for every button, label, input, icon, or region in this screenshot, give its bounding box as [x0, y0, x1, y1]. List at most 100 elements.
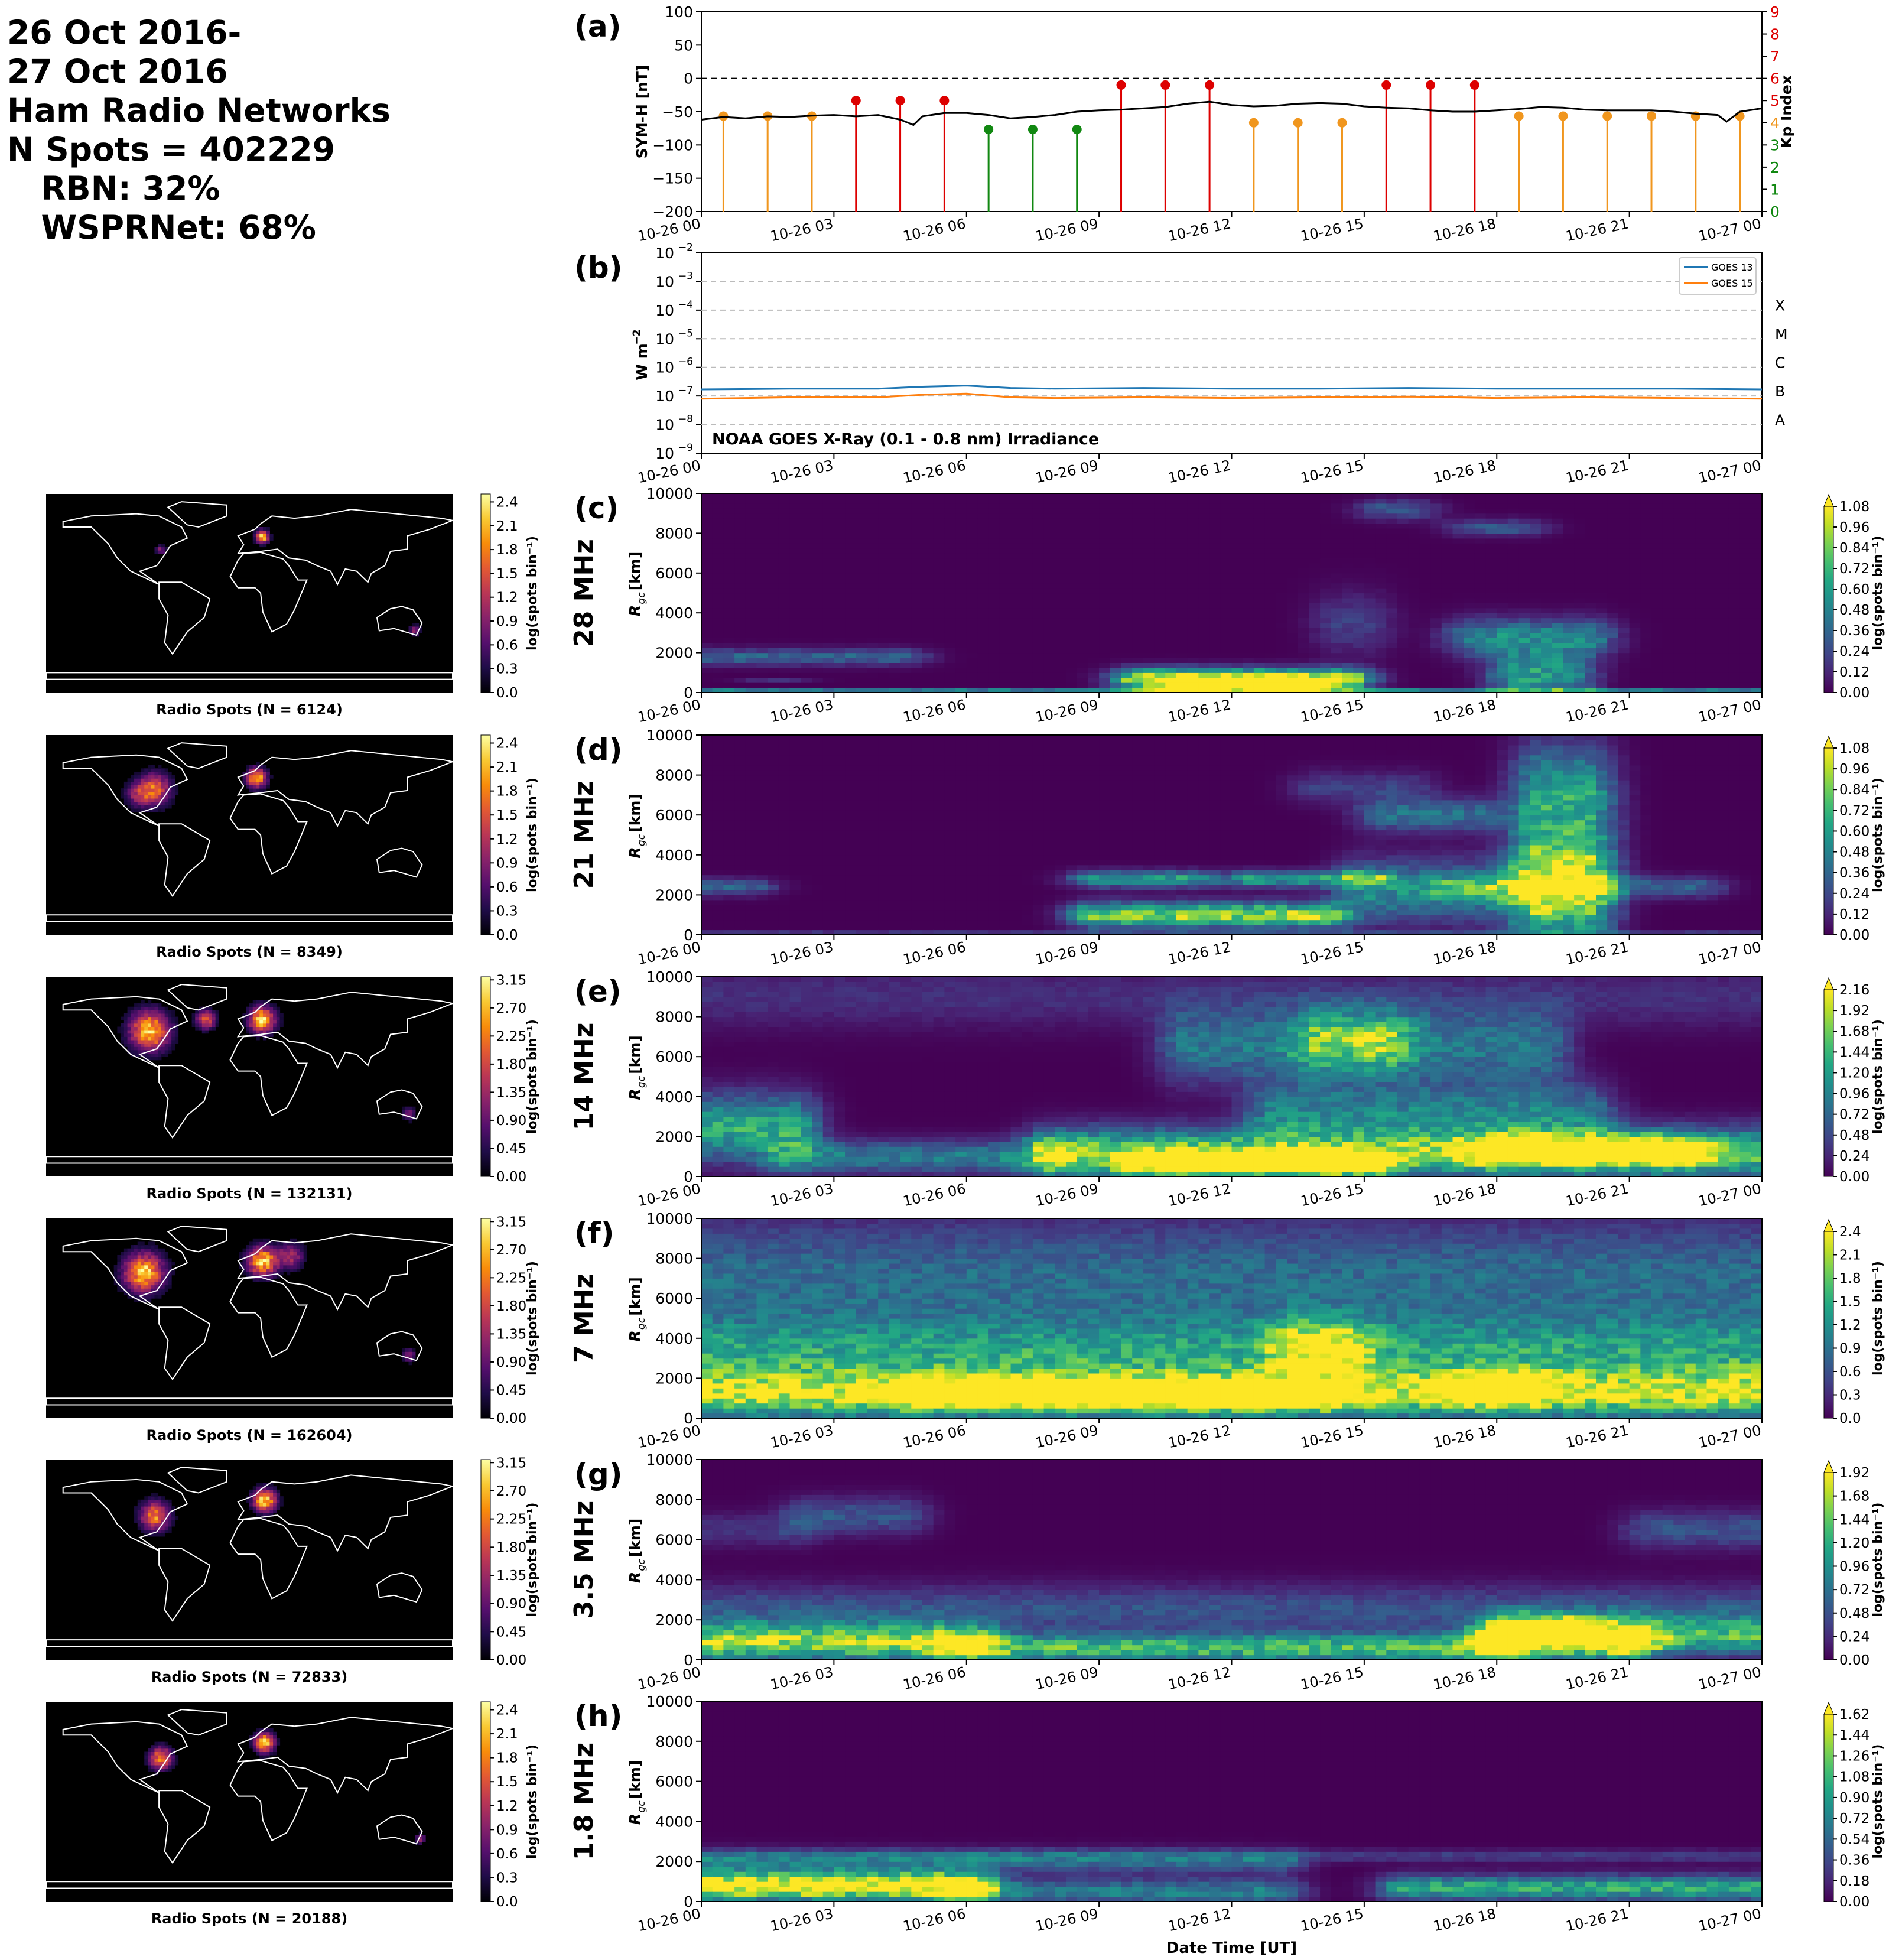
c-heat-cell	[1364, 653, 1376, 658]
c-heat-cell	[845, 513, 856, 519]
c-heat-cell	[900, 553, 912, 558]
c-heat-cell	[1530, 672, 1541, 678]
c-heat-cell	[1265, 524, 1276, 529]
c-heat-cell	[1188, 628, 1199, 633]
c-heat-cell	[1574, 643, 1585, 648]
c-heat-cell	[1409, 672, 1420, 678]
c-heat-cell	[1673, 533, 1685, 538]
c-map-cell	[412, 626, 415, 630]
c-heat-cell	[1685, 578, 1696, 583]
c-heat-cell	[988, 628, 1000, 633]
c-heat-cell	[1486, 528, 1497, 534]
c-heat-cell	[1364, 533, 1376, 538]
c-heat-cell	[1696, 678, 1707, 683]
c-heat-cell	[1110, 533, 1121, 538]
c-heat-cell	[1563, 543, 1574, 548]
c-heat-cell	[1198, 678, 1209, 683]
c-heat-cell	[1707, 513, 1718, 519]
c-heat-cell	[734, 678, 746, 683]
c-heat-cell	[1497, 608, 1508, 613]
c-heat-cell	[1066, 638, 1077, 643]
c-heat-cell	[1419, 573, 1430, 578]
c-heat-cell	[1309, 623, 1320, 628]
c-heat-cell	[1409, 633, 1420, 638]
d-map-cell	[154, 772, 158, 775]
d-heat-cell	[845, 875, 856, 880]
c-heat-cell	[1198, 543, 1209, 548]
c-heat-cell	[1563, 524, 1574, 529]
c-heat-cell	[701, 658, 713, 663]
c-heat-cell	[713, 513, 724, 519]
c-heat-cell	[1110, 583, 1121, 589]
c-heat-cell	[1364, 678, 1376, 683]
c-heat-cell	[812, 493, 823, 499]
c-heat-cell	[1563, 648, 1574, 653]
c-heat-cell	[1530, 618, 1541, 623]
c-heat-cell	[1209, 493, 1221, 499]
c-heat-cell	[1331, 663, 1342, 668]
c-heat-cell	[1508, 518, 1519, 524]
c-heat-cell	[1718, 643, 1729, 648]
c-heat-cell	[1276, 633, 1287, 638]
c-heat-cell	[1132, 593, 1143, 599]
c-heat-cell	[1552, 658, 1563, 663]
c-heat-cell	[1386, 568, 1397, 573]
c-heat-cell	[734, 513, 746, 519]
c-heat-cell	[801, 553, 812, 558]
c-heat-cell	[1176, 568, 1188, 573]
c-heat-cell	[1541, 658, 1552, 663]
c-heat-cell	[1243, 613, 1254, 618]
c-heat-cell	[845, 524, 856, 529]
c-heat-cell	[834, 613, 845, 618]
c-heat-cell	[977, 508, 988, 513]
c-heat-cell	[1331, 633, 1342, 638]
c-heat-cell	[1552, 672, 1563, 678]
c-heat-cell	[1309, 528, 1320, 534]
c-heat-cell	[701, 618, 713, 623]
c-heat-cell	[1729, 618, 1740, 623]
c-heat-cell	[790, 518, 801, 524]
c-heat-cell	[911, 623, 922, 628]
c-heat-cell	[768, 583, 779, 589]
c-heat-cell	[1663, 603, 1674, 608]
c-heat-cell	[713, 543, 724, 548]
c-ylabel-sub: gc	[636, 592, 648, 604]
c-heat-cell	[1453, 653, 1464, 658]
c-heat-cell	[1011, 672, 1022, 678]
c-heat-cell	[988, 663, 1000, 668]
c-heat-cell	[1663, 658, 1674, 663]
c-heat-cell	[701, 628, 713, 633]
c-heat-cell	[922, 618, 934, 623]
c-heat-cell	[1143, 623, 1155, 628]
c-heat-cell	[1309, 538, 1320, 544]
d-map-cell	[259, 775, 263, 779]
c-heat-cell	[1508, 618, 1519, 623]
d-map-cell	[141, 768, 145, 772]
c-heat-cell	[900, 598, 912, 603]
c-heat-cell	[1265, 682, 1276, 688]
c-heat-cell	[856, 538, 867, 544]
c-heat-cell	[1486, 493, 1497, 499]
c-heat-cell	[1541, 524, 1552, 529]
c-heat-cell	[701, 638, 713, 643]
c-heat-cell	[1066, 593, 1077, 599]
c-heat-cell	[977, 598, 988, 603]
c-heat-cell	[779, 543, 790, 548]
c-heat-cell	[944, 682, 955, 688]
d-heat-cell	[734, 760, 746, 765]
c-heat-cell	[779, 528, 790, 534]
c-heat-cell	[801, 618, 812, 623]
c-heat-cell	[911, 618, 922, 623]
c-heat-cell	[1729, 578, 1740, 583]
c-heat-cell	[1287, 678, 1298, 683]
c-heat-cell	[1088, 608, 1099, 613]
c-heat-cell	[790, 573, 801, 578]
c-heat-cell	[1232, 658, 1243, 663]
c-heat-cell	[1740, 603, 1751, 608]
c-heat-cell	[1044, 603, 1055, 608]
c-heat-cell	[1552, 593, 1563, 599]
d-heat-cell	[845, 915, 856, 920]
c-heat-cell	[1618, 633, 1630, 638]
c-heat-cell	[1298, 623, 1309, 628]
c-heat-cell	[1751, 593, 1762, 599]
